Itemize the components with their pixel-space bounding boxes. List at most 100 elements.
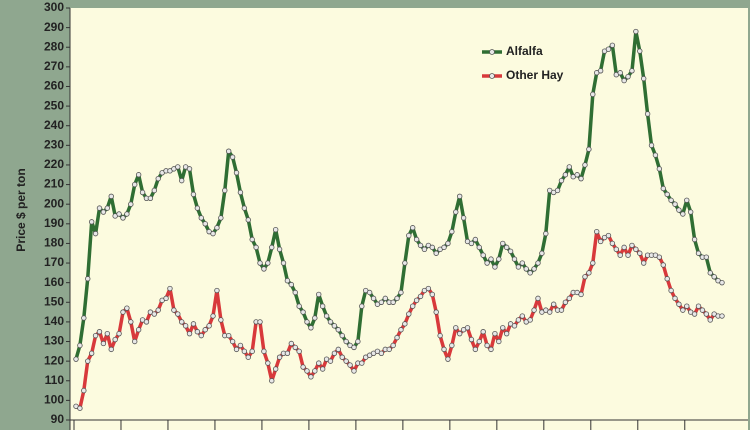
data-point: [515, 264, 522, 270]
data-point: [386, 346, 392, 353]
data-point: [637, 250, 643, 256]
data-point: [586, 270, 592, 276]
data-point: [480, 329, 486, 335]
data-point: [124, 305, 130, 311]
data-point: [155, 307, 161, 313]
data-point: [214, 287, 220, 294]
data-point: [179, 177, 185, 184]
data-point: [406, 232, 412, 239]
data-point: [519, 313, 526, 319]
data-point: [703, 254, 710, 260]
data-point: [449, 342, 455, 349]
data-point: [680, 307, 686, 313]
data-point: [194, 205, 201, 211]
data-point: [241, 348, 248, 355]
data-point: [500, 325, 506, 331]
data-point: [472, 346, 479, 353]
data-point: [343, 358, 349, 364]
y-tick-label: 280: [44, 39, 64, 53]
data-point: [617, 70, 623, 76]
data-point: [241, 205, 248, 211]
data-point: [507, 248, 514, 254]
data-point: [233, 346, 240, 353]
data-point: [453, 325, 459, 331]
data-point: [339, 354, 345, 360]
data-point: [347, 362, 353, 368]
y-tick-label: 270: [44, 59, 64, 73]
y-tick-label: 300: [44, 0, 64, 14]
data-point: [327, 319, 334, 325]
data-point: [316, 360, 322, 366]
data-point: [535, 295, 541, 302]
data-point: [390, 299, 396, 305]
data-point: [664, 276, 670, 282]
data-point: [621, 244, 627, 251]
data-point: [621, 77, 627, 84]
data-point: [484, 342, 490, 349]
data-point: [668, 287, 674, 294]
data-point: [633, 246, 639, 253]
data-point: [617, 252, 623, 258]
data-point: [562, 172, 569, 178]
data-point: [609, 240, 616, 247]
data-point: [429, 244, 435, 251]
data-point: [707, 270, 713, 276]
data-point: [687, 209, 694, 215]
data-point: [637, 48, 643, 54]
data-point: [331, 350, 338, 356]
data-point: [511, 256, 518, 262]
y-tick-label: 200: [44, 196, 64, 210]
data-point: [100, 340, 107, 347]
y-axis-label: Price $ per ton: [14, 168, 28, 251]
data-point: [523, 266, 529, 272]
data-point: [531, 266, 537, 272]
data-point: [394, 295, 400, 302]
data-point: [85, 276, 91, 282]
data-point: [120, 215, 126, 221]
data-point: [186, 166, 193, 172]
y-tick-label: 100: [44, 393, 64, 407]
y-tick-label: 190: [44, 216, 64, 230]
y-tick-label: 130: [44, 334, 64, 348]
data-point: [339, 332, 345, 339]
data-point: [594, 228, 600, 235]
data-point: [257, 319, 263, 325]
data-point: [398, 327, 404, 333]
data-point: [229, 154, 236, 160]
data-point: [190, 321, 197, 327]
data-point: [625, 73, 631, 80]
data-point: [253, 244, 259, 251]
data-point: [472, 236, 479, 243]
y-tick-label: 90: [51, 412, 65, 426]
data-point: [116, 330, 122, 337]
y-tick-label: 160: [44, 275, 64, 289]
data-point: [543, 230, 549, 237]
data-point: [664, 191, 670, 198]
data-point: [503, 244, 510, 251]
data-point: [132, 181, 138, 188]
data-point: [194, 329, 201, 335]
data-point: [269, 244, 275, 251]
data-point: [699, 307, 706, 313]
data-point: [116, 211, 122, 217]
data-point: [104, 330, 111, 337]
data-point: [417, 293, 424, 300]
data-point: [269, 378, 275, 384]
y-tick-label: 170: [44, 255, 64, 269]
data-point: [492, 330, 498, 337]
data-point: [625, 252, 631, 258]
data-point: [225, 148, 232, 154]
data-point: [308, 325, 314, 331]
data-point: [441, 244, 447, 251]
data-point: [394, 334, 400, 341]
data-point: [237, 342, 244, 349]
data-point: [132, 338, 138, 345]
data-point: [535, 260, 541, 266]
data-point: [640, 260, 647, 266]
data-point: [139, 189, 146, 196]
y-tick-label: 250: [44, 98, 64, 112]
data-point: [695, 303, 702, 309]
data-point: [249, 348, 255, 355]
y-tick-label: 180: [44, 236, 64, 250]
data-point: [460, 215, 467, 221]
